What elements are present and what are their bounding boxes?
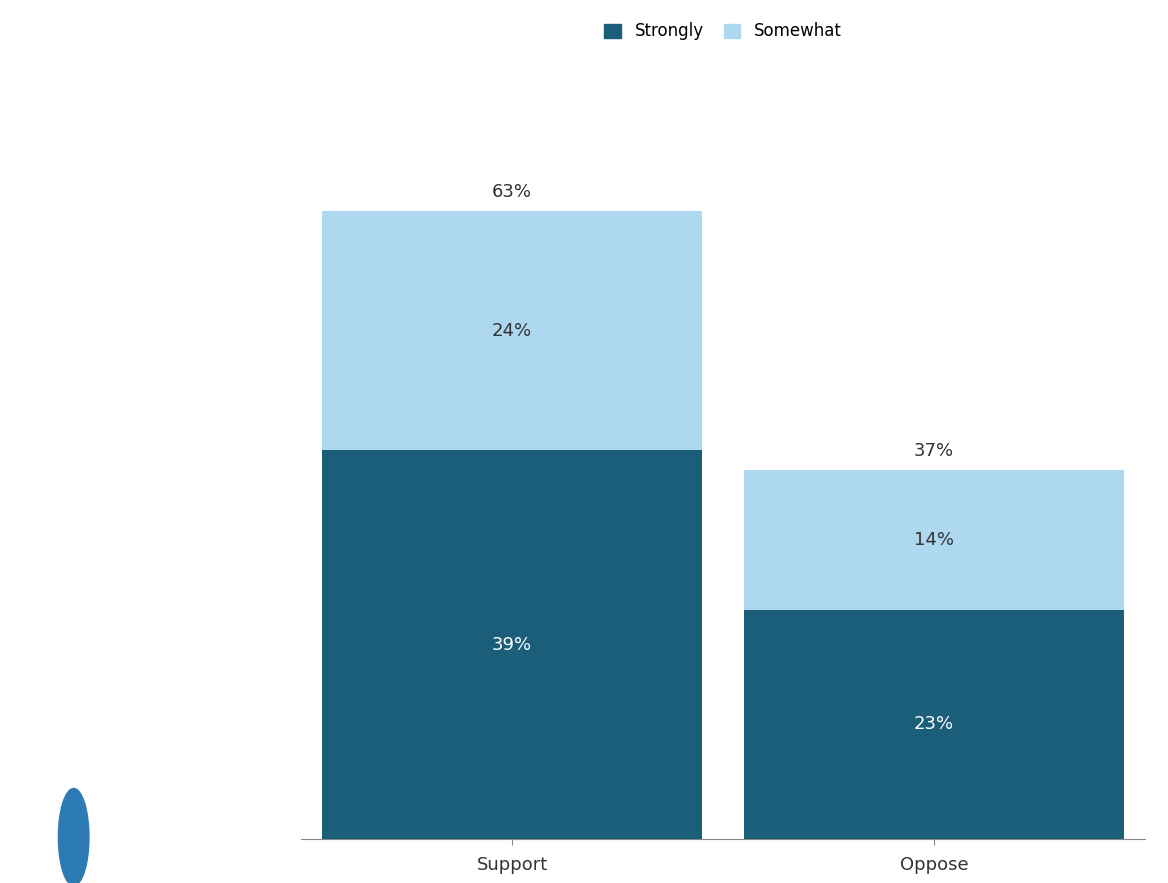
Text: SIX-IN-TEN
SUPPORT A
PROVINCIAL
ANTI-BLOCKADE
BILL: SIX-IN-TEN SUPPORT A PROVINCIAL ANTI-BLO…: [25, 26, 290, 176]
Text: RESEARCH INC.: RESEARCH INC.: [127, 830, 245, 844]
Text: Base: All respondents (N=1,000): Base: All respondents (N=1,000): [25, 781, 230, 795]
Legend: Strongly, Somewhat: Strongly, Somewhat: [598, 16, 848, 47]
Text: Do you support or oppose the
Manitoba government introducing
a similar bill here: Do you support or oppose the Manitoba go…: [25, 592, 252, 639]
Bar: [744, 610, 1124, 839]
Text: 39%: 39%: [492, 636, 533, 653]
Text: 63%: 63%: [492, 184, 533, 201]
Bar: [744, 471, 1124, 610]
Circle shape: [58, 789, 89, 883]
Text: WFP4. “The Alberta legislature has
introduced a bill that would
increase the pen: WFP4. “The Alberta legislature has intro…: [25, 353, 264, 559]
Text: 23%: 23%: [913, 715, 954, 733]
Text: 14%: 14%: [913, 531, 954, 549]
Text: BE: BE: [92, 828, 117, 846]
Text: 24%: 24%: [492, 321, 533, 340]
Bar: [322, 211, 702, 450]
Text: 37%: 37%: [913, 442, 954, 460]
Text: PR: PR: [25, 828, 51, 846]
Bar: [322, 450, 702, 839]
